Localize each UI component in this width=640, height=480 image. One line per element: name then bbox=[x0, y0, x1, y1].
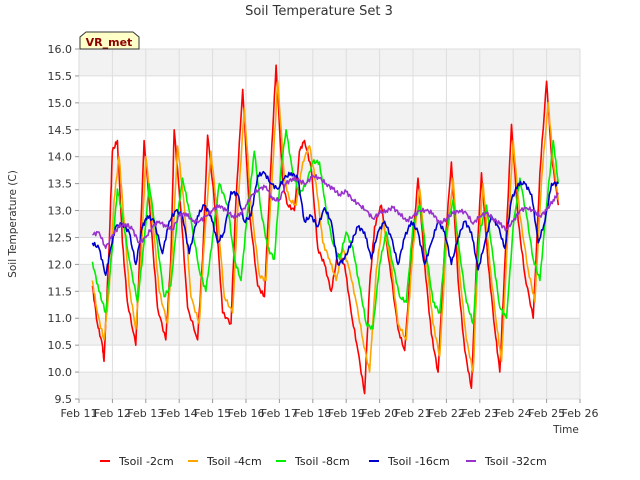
badge-label: VR_met bbox=[86, 36, 133, 49]
legend-item: Tsoil -16cm bbox=[369, 455, 450, 468]
x-tick-label: Feb 23 bbox=[461, 407, 498, 420]
y-tick-label: 12.0 bbox=[48, 258, 73, 271]
y-tick-label: 15.5 bbox=[48, 70, 73, 83]
chart-title: Soil Temperature Set 3 bbox=[245, 4, 393, 19]
legend-item: Tsoil -4cm bbox=[188, 455, 262, 468]
x-tick-label: Feb 20 bbox=[361, 407, 398, 420]
grid-band bbox=[79, 102, 580, 130]
x-tick-label: Feb 24 bbox=[495, 407, 532, 420]
grid-band bbox=[79, 318, 580, 346]
x-tick-label: Feb 17 bbox=[261, 407, 298, 420]
x-tick-label: Feb 26 bbox=[562, 407, 599, 420]
x-tick-label: Feb 21 bbox=[395, 407, 432, 420]
legend: Tsoil -2cm Tsoil -4cm Tsoil -8cm Tsoil -16c… bbox=[100, 455, 547, 468]
x-tick-label: Feb 12 bbox=[94, 407, 131, 420]
y-tick-label: 11.0 bbox=[48, 312, 73, 325]
series-line-tsoil-4cm bbox=[91, 80, 560, 373]
plot-area bbox=[78, 48, 581, 400]
legend-label: Tsoil -16cm bbox=[387, 455, 450, 468]
grid-band bbox=[79, 372, 580, 399]
x-tick-label: Feb 14 bbox=[161, 407, 198, 420]
y-tick-label: 16.0 bbox=[48, 43, 73, 56]
series-lines bbox=[91, 64, 560, 395]
y-axis-label: Soil Temperature (C) bbox=[7, 170, 19, 278]
y-tick-label: 15.0 bbox=[48, 97, 73, 110]
badge-shape bbox=[79, 31, 140, 50]
legend-item: Tsoil -8cm bbox=[276, 455, 350, 468]
legend-item: Tsoil -2cm bbox=[100, 455, 174, 468]
y-tick-label: 10.0 bbox=[48, 366, 73, 379]
x-tick-label: Feb 18 bbox=[294, 407, 331, 420]
y-tick-label: 12.5 bbox=[48, 231, 73, 244]
y-tick-label: 14.0 bbox=[48, 151, 73, 164]
y-tick-label: 13.5 bbox=[48, 178, 73, 191]
series-line-tsoil-2cm bbox=[91, 64, 560, 395]
grid-band bbox=[79, 49, 580, 76]
series-line-tsoil-16cm bbox=[91, 170, 559, 276]
x-tick-label: Feb 16 bbox=[228, 407, 265, 420]
x-tick-label: Feb 22 bbox=[428, 407, 465, 420]
x-tick-label: Feb 15 bbox=[194, 407, 231, 420]
y-tick-label: 14.5 bbox=[48, 124, 73, 137]
legend-label: Tsoil -4cm bbox=[206, 455, 262, 468]
x-tick-label: Feb 25 bbox=[528, 407, 565, 420]
station-badge: VR_met bbox=[79, 31, 140, 50]
y-axis-ticks: 9.5 10.0 10.5 11.0 11.5 12.0 12.5 13.0 13.5 14.0 1… bbox=[48, 43, 79, 406]
y-tick-label: 10.5 bbox=[48, 339, 73, 352]
grid-band bbox=[79, 156, 580, 184]
x-tick-label: Feb 13 bbox=[127, 407, 164, 420]
legend-item: Tsoil -32cm bbox=[466, 455, 547, 468]
x-tick-label: Feb 11 bbox=[61, 407, 98, 420]
legend-label: Tsoil -2cm bbox=[118, 455, 174, 468]
y-tick-label: 11.5 bbox=[48, 285, 73, 298]
x-axis-label: Time bbox=[552, 424, 579, 436]
series-line-tsoil-32cm bbox=[92, 174, 559, 249]
legend-label: Tsoil -32cm bbox=[484, 455, 547, 468]
y-tick-label: 13.0 bbox=[48, 205, 73, 218]
legend-label: Tsoil -8cm bbox=[294, 455, 350, 468]
y-tick-label: 9.5 bbox=[55, 393, 73, 406]
x-tick-label: Feb 19 bbox=[328, 407, 365, 420]
